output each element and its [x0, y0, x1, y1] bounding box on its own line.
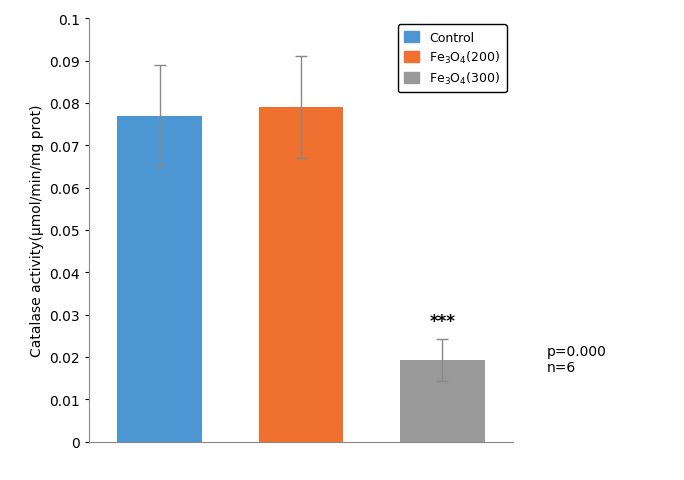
- Bar: [117, 116, 202, 442]
- Text: p=0.000
n=6: p=0.000 n=6: [547, 344, 607, 374]
- Legend: Control, Fe$_3$O$_4$(200), Fe$_3$O$_4$(300): Control, Fe$_3$O$_4$(200), Fe$_3$O$_4$(3…: [398, 25, 507, 93]
- Bar: [400, 360, 485, 442]
- Text: ***: ***: [430, 312, 456, 331]
- Bar: [259, 108, 343, 442]
- Y-axis label: Catalase activity(μmol/min/mg prot): Catalase activity(μmol/min/mg prot): [29, 105, 44, 356]
